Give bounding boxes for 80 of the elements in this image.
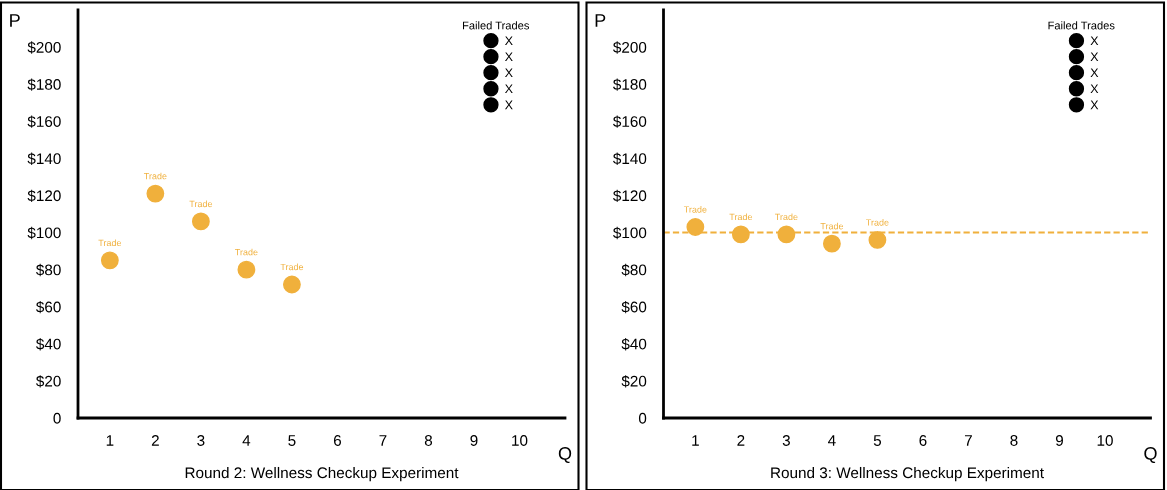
y-tick-label: $40: [621, 338, 647, 351]
data-label: Trade: [683, 206, 707, 213]
point: [237, 260, 256, 279]
x-tick-label: 2: [737, 435, 745, 446]
y-axis-title: P: [595, 14, 606, 27]
y-tick-label: $200: [27, 41, 61, 54]
x-tick-label: 1: [692, 435, 699, 446]
legend-label: X: [1090, 52, 1099, 62]
x-tick-label: 10: [512, 435, 528, 446]
y-tick-label: 0: [638, 412, 647, 424]
y-tick-label: $80: [621, 263, 647, 277]
x-tick-label: 3: [782, 435, 790, 446]
y-axis-title: P: [10, 14, 20, 27]
y-tick-label: $20: [621, 375, 647, 388]
legend-label: X: [504, 84, 513, 94]
y-tick-label: 0: [53, 412, 61, 424]
x-axis-title: Q: [558, 447, 572, 464]
legend-label: X: [1090, 68, 1099, 78]
point: [100, 251, 119, 270]
point: [146, 184, 165, 203]
y-tick-label: $180: [27, 78, 61, 91]
point: [777, 225, 796, 244]
x-tick-label: 4: [242, 435, 251, 446]
legend-title: Failed Trades: [463, 21, 529, 30]
y-tick-label: $160: [613, 115, 647, 128]
x-tick-label: 3: [197, 435, 205, 446]
x-tick-label: 6: [919, 435, 927, 446]
legend-label: X: [504, 68, 513, 78]
data-label: Trade: [189, 200, 213, 208]
legend-label: X: [504, 52, 513, 62]
x-tick-label: 8: [424, 435, 433, 446]
y-tick-label: $200: [613, 41, 647, 54]
data-label: Trade: [280, 263, 304, 271]
point: [191, 212, 210, 231]
data-label: Trade: [234, 248, 258, 256]
y-tick-label: $20: [36, 375, 61, 388]
text: Round 3: Wellness Checkup Experiment: [771, 466, 1044, 482]
text: Round 2: Wellness Checkup Experiment: [185, 466, 459, 482]
x-tick-label: 5: [288, 435, 296, 446]
legend-label: X: [504, 36, 513, 46]
legend-label: X: [1090, 36, 1099, 46]
x-tick-label: 8: [1010, 435, 1018, 446]
point: [868, 231, 887, 249]
point: [822, 234, 841, 253]
legend-label: X: [1090, 84, 1099, 94]
x-tick-label: 5: [873, 435, 882, 446]
point: [283, 275, 301, 294]
y-tick-label: $120: [613, 189, 647, 203]
x-tick-label: 7: [964, 435, 972, 446]
legend-title: Failed Trades: [1048, 21, 1115, 30]
data-label: Trade: [866, 219, 889, 226]
y-tick-label: $60: [36, 300, 61, 314]
y-tick-label: $140: [27, 152, 61, 165]
data-label: Trade: [774, 213, 798, 221]
x-tick-label: 10: [1097, 435, 1113, 446]
point: [686, 218, 705, 236]
x-tick-label: 9: [1055, 435, 1063, 446]
y-tick-label: $160: [27, 115, 61, 128]
y-tick-label: $100: [613, 226, 647, 240]
x-tick-label: 4: [828, 435, 836, 446]
x-tick-label: 9: [470, 435, 478, 446]
x-axis-title: Q: [1144, 447, 1157, 464]
y-tick-label: $100: [27, 226, 61, 240]
y-tick-label: $120: [27, 189, 61, 203]
x-tick-label: 7: [379, 435, 387, 446]
legend-label: X: [504, 100, 513, 110]
data-label: Trade: [729, 213, 753, 221]
y-tick-label: $180: [613, 78, 647, 91]
y-tick-label: $80: [36, 263, 61, 277]
data-label: Trade: [143, 172, 167, 180]
y-tick-label: $140: [613, 152, 647, 165]
x-tick-label: 2: [151, 435, 159, 446]
legend-label: X: [1090, 100, 1099, 110]
data-label: Trade: [820, 222, 844, 230]
point: [731, 225, 750, 244]
x-tick-label: 1: [106, 435, 114, 446]
y-tick-label: $40: [36, 338, 61, 351]
data-label: Trade: [98, 239, 122, 247]
y-tick-label: $60: [621, 300, 647, 314]
x-tick-label: 6: [333, 435, 342, 446]
